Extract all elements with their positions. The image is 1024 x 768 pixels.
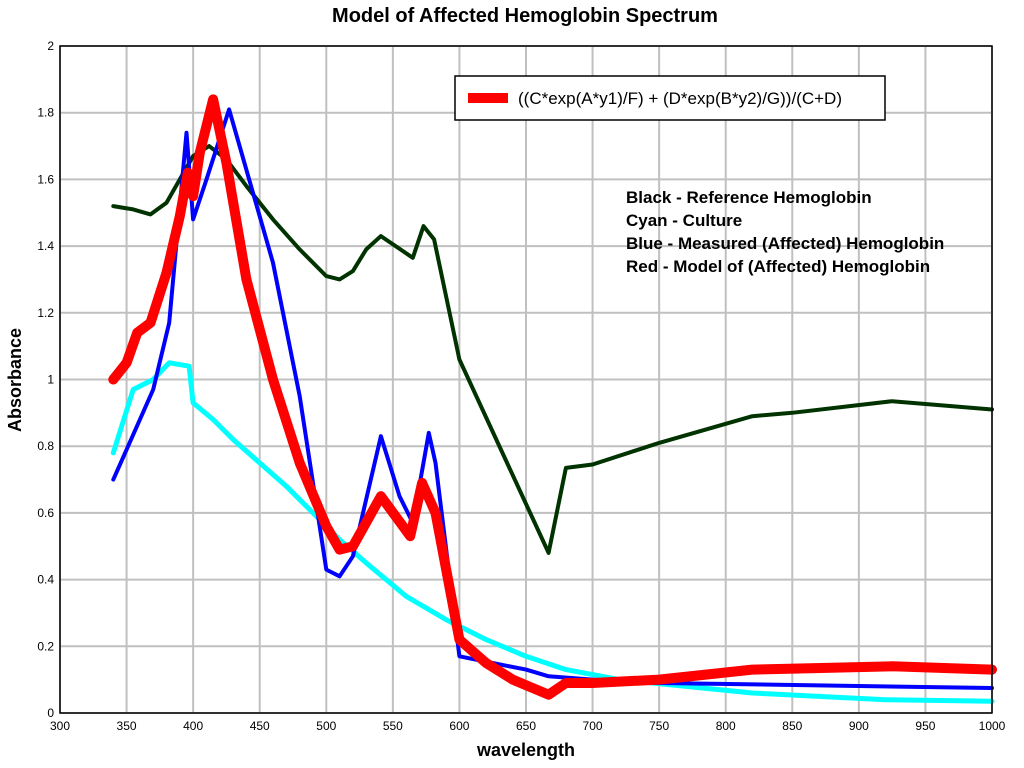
y-tick-label: 0.8 <box>37 439 54 453</box>
x-tick-label: 750 <box>649 719 669 733</box>
x-tick-label: 650 <box>516 719 536 733</box>
annotation-red: Red - Model of (Affected) Hemoglobin <box>626 257 930 276</box>
x-tick-label: 550 <box>383 719 403 733</box>
series-line-reference <box>111 144 994 555</box>
series-lines <box>108 94 997 704</box>
annotations: Black - Reference Hemoglobin Cyan - Cult… <box>626 188 944 276</box>
x-tick-label: 850 <box>782 719 802 733</box>
y-tick-label: 2 <box>47 39 54 53</box>
x-axis-label: wavelength <box>476 740 575 760</box>
y-axis-label: Absorbance <box>5 328 25 432</box>
y-tick-label: 1.6 <box>37 172 54 186</box>
y-tick-label: 1.2 <box>37 306 54 320</box>
x-tick-label: 500 <box>316 719 336 733</box>
y-tick-label: 1.8 <box>37 106 54 120</box>
annotation-blue: Blue - Measured (Affected) Hemoglobin <box>626 234 944 253</box>
series-line-model <box>108 94 997 700</box>
chart-title: Model of Affected Hemoglobin Spectrum <box>332 5 718 27</box>
y-tick-label: 0.4 <box>37 573 54 587</box>
x-tick-label: 450 <box>250 719 270 733</box>
y-tick-label: 1.4 <box>37 239 54 253</box>
x-tick-label: 800 <box>716 719 736 733</box>
annotation-cyan: Cyan - Culture <box>626 211 742 230</box>
legend: ((C*exp(A*y1)/F) + (D*exp(B*y2)/G))/(C+D… <box>454 75 886 121</box>
legend-label: ((C*exp(A*y1)/F) + (D*exp(B*y2)/G))/(C+D… <box>518 89 842 108</box>
y-tick-label: 0.6 <box>37 506 54 520</box>
x-tick-label: 350 <box>117 719 137 733</box>
x-tick-label: 300 <box>50 719 70 733</box>
annotation-black: Black - Reference Hemoglobin <box>626 188 872 207</box>
y-tick-label: 1 <box>47 373 54 387</box>
y-tick-label: 0 <box>47 706 54 720</box>
ticks: 300 350 400 450 500 550 600 650 700 750 800 850 900 9… <box>37 39 1005 733</box>
y-tick-label: 0.2 <box>37 639 54 653</box>
plot-frame <box>59 45 993 714</box>
x-tick-label: 1000 <box>979 719 1006 733</box>
x-tick-label: 900 <box>849 719 869 733</box>
x-tick-label: 400 <box>183 719 203 733</box>
x-tick-label: 700 <box>583 719 603 733</box>
legend-box <box>454 75 886 121</box>
series-line-measured <box>111 107 994 690</box>
x-tick-label: 600 <box>449 719 469 733</box>
x-tick-label: 950 <box>915 719 935 733</box>
